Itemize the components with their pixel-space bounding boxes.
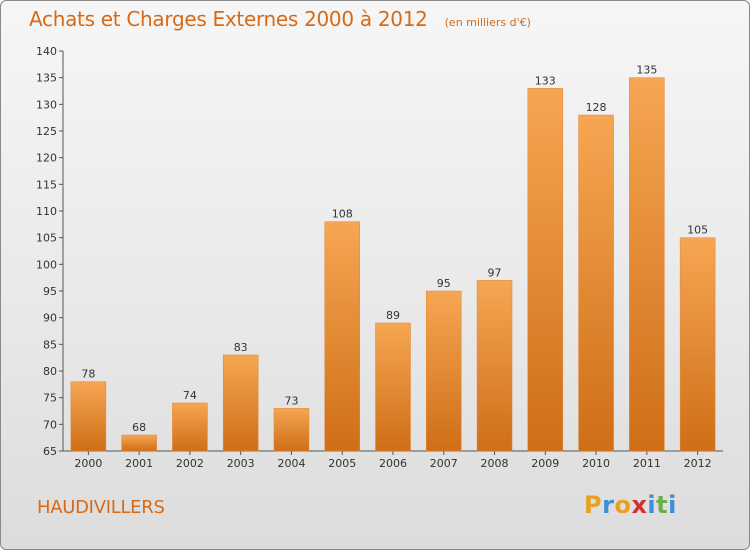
bar-2002: [172, 402, 208, 452]
x-tick-label: 2006: [379, 457, 407, 470]
y-tick-label: 70: [43, 418, 57, 431]
bar-2005: [324, 221, 360, 452]
y-tick-label: 65: [43, 445, 57, 458]
bar-2011: [629, 77, 665, 452]
x-tick-label: 2004: [277, 457, 305, 470]
x-tick-label: 2000: [74, 457, 102, 470]
bar-2008: [476, 280, 513, 452]
bar-2010: [578, 114, 614, 452]
y-tick-label: 120: [36, 152, 57, 165]
value-label: 108: [332, 208, 353, 221]
bar-2007: [426, 290, 462, 452]
x-tick-label: 2002: [176, 457, 204, 470]
proxiti-logo: Proxiti: [584, 491, 677, 519]
chart-subtitle: (en milliers d'€): [444, 16, 531, 29]
chart-title: Achats et Charges Externes 2000 à 2012: [29, 7, 428, 31]
y-tick-label: 100: [36, 258, 57, 271]
value-label: 83: [234, 341, 248, 354]
bar-2012: [679, 237, 716, 452]
x-tick-label: 2010: [582, 457, 610, 470]
x-tick-label: 2007: [430, 457, 458, 470]
bar-2001: [121, 434, 157, 452]
x-tick-label: 2011: [633, 457, 661, 470]
value-label: 97: [488, 266, 502, 279]
value-label: 74: [183, 389, 197, 402]
x-tick-label: 2003: [227, 457, 255, 470]
y-tick-label: 130: [36, 98, 57, 111]
y-tick-label: 105: [36, 232, 57, 245]
y-tick-label: 135: [36, 72, 57, 85]
y-tick-label: 140: [36, 45, 57, 58]
value-label: 133: [535, 74, 556, 87]
x-tick-label: 2001: [125, 457, 153, 470]
y-tick-label: 90: [43, 312, 57, 325]
x-tick-label: 2008: [481, 457, 509, 470]
value-label: 73: [284, 394, 298, 407]
y-tick-label: 80: [43, 365, 57, 378]
bar-2000: [70, 381, 107, 452]
bar-2009: [527, 88, 564, 452]
value-label: 95: [437, 277, 451, 290]
y-tick-label: 85: [43, 338, 57, 351]
value-label: 135: [636, 64, 657, 77]
bar-2006: [375, 322, 411, 452]
value-label: 89: [386, 309, 400, 322]
y-tick-label: 75: [43, 392, 57, 405]
value-label: 105: [687, 224, 708, 237]
y-tick-label: 115: [36, 178, 57, 191]
y-tick-label: 110: [36, 205, 57, 218]
title-row: Achats et Charges Externes 2000 à 2012 (…: [29, 7, 531, 31]
bar-2004: [273, 408, 310, 452]
x-tick-label: 2005: [328, 457, 356, 470]
x-tick-label: 2012: [684, 457, 712, 470]
y-tick-label: 95: [43, 285, 57, 298]
place-name: HAUDIVILLERS: [37, 497, 165, 518]
bar-2003: [222, 354, 259, 452]
x-tick-label: 2009: [531, 457, 559, 470]
y-tick-label: 125: [36, 125, 57, 138]
value-label: 128: [586, 101, 607, 114]
value-label: 68: [132, 421, 146, 434]
value-label: 78: [81, 368, 95, 381]
